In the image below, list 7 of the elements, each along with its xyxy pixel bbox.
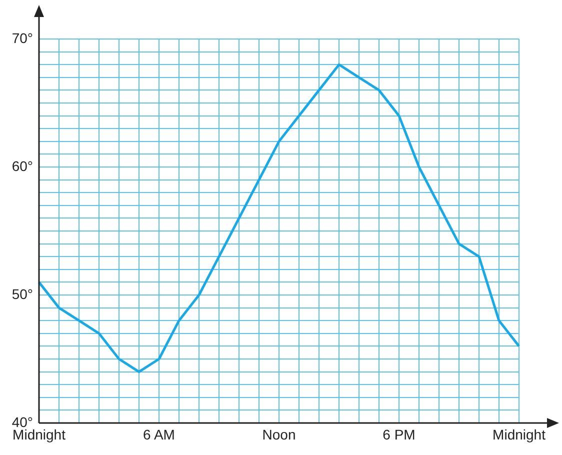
x-tick-label: 6 PM xyxy=(382,426,416,442)
y-tick-label: 60° xyxy=(12,158,33,174)
x-tick-label: 6 AM xyxy=(143,426,175,442)
y-tick-label: 50° xyxy=(12,286,33,302)
x-tick-label: Midnight xyxy=(492,426,546,442)
y-tick-label: 70° xyxy=(12,30,33,46)
x-tick-label: Noon xyxy=(262,426,296,442)
